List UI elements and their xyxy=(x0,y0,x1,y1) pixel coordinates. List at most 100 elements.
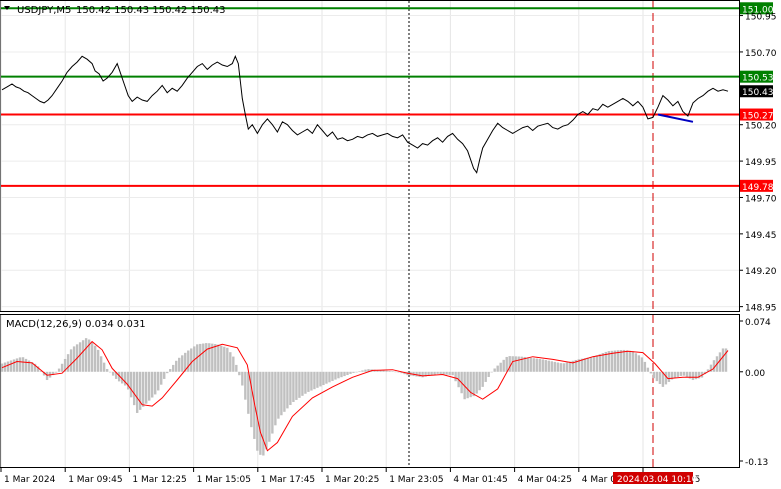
macd-histogram-bar xyxy=(172,364,175,372)
macd-panel-frame xyxy=(0,314,740,468)
macd-histogram-bar xyxy=(553,361,556,372)
macd-histogram-bar xyxy=(184,352,187,372)
macd-histogram-bar xyxy=(292,371,295,402)
macd-histogram-bar xyxy=(141,371,145,407)
x-tick-label: 1 Mar 23:05 xyxy=(389,475,443,485)
macd-histogram-bar xyxy=(430,371,433,376)
macd-histogram-bar xyxy=(313,371,316,390)
macd-histogram-bar xyxy=(196,344,199,372)
macd-histogram-bar xyxy=(6,361,10,372)
macd-histogram-bar xyxy=(202,343,205,372)
macd-histogram-bar xyxy=(21,357,25,372)
macd-histogram-bar xyxy=(559,363,562,372)
macd-histogram-bar xyxy=(15,358,19,372)
macd-histogram-bar xyxy=(418,371,421,377)
macd-histogram-bar xyxy=(496,365,499,372)
macd-histogram-bar xyxy=(220,345,223,372)
macd-histogram-bar xyxy=(568,361,571,372)
macd-histogram-bar xyxy=(616,350,620,372)
macd-histogram-bar xyxy=(3,362,7,372)
y-tick-label: 149.20 xyxy=(745,267,777,277)
macd-histogram-bar xyxy=(123,371,127,386)
macd-tick-label: 0.00 xyxy=(745,369,765,379)
macd-histogram-bar xyxy=(619,350,623,372)
macd-histogram-bar xyxy=(679,371,683,376)
macd-histogram-bar xyxy=(120,371,124,384)
macd-histogram-bar xyxy=(274,371,277,426)
macd-histogram-bar xyxy=(108,371,112,373)
macd-histogram-bar xyxy=(433,371,436,375)
macd-histogram-bar xyxy=(400,371,403,374)
macd-histogram-bar xyxy=(226,347,229,372)
macd-histogram-bar xyxy=(352,371,355,373)
macd-histogram-bar xyxy=(514,356,517,372)
macd-histogram-bar xyxy=(265,371,268,450)
macd-histogram-bar xyxy=(96,349,100,372)
macd-histogram-bar xyxy=(280,371,283,416)
y-tick-label: 150.20 xyxy=(745,122,777,132)
y-tick-label: 149.70 xyxy=(745,194,777,204)
macd-histogram-bar xyxy=(250,371,253,428)
macd-histogram-bar xyxy=(160,371,163,385)
macd-histogram-bar xyxy=(421,371,424,378)
x-tick-label: 1 Mar 12:25 xyxy=(132,475,186,485)
macd-histogram-bar xyxy=(505,356,508,372)
macd-histogram-bar xyxy=(586,357,590,372)
macd-histogram-bar xyxy=(166,371,169,374)
macd-histogram-bar xyxy=(319,371,322,387)
level-badge xyxy=(740,179,773,192)
macd-histogram-bar xyxy=(610,350,614,372)
macd-histogram-bar xyxy=(385,370,388,372)
macd-histogram-bar xyxy=(424,371,427,377)
macd-histogram-bar xyxy=(60,363,64,372)
macd-histogram-bar xyxy=(148,371,151,401)
macd-histogram-bar xyxy=(721,348,725,372)
macd-histogram-bar xyxy=(343,371,346,377)
macd-histogram-bar xyxy=(72,346,76,372)
macd-histogram-bar xyxy=(625,350,629,372)
macd-histogram-bar xyxy=(550,361,553,372)
macd-histogram-bar xyxy=(691,371,695,381)
macd-histogram-bar xyxy=(322,371,325,386)
level-badge xyxy=(740,2,773,15)
macd-histogram-bar xyxy=(30,362,34,372)
macd-histogram-bar xyxy=(132,371,136,406)
macd-histogram-bar xyxy=(697,371,701,379)
macd-histogram-bar xyxy=(63,358,67,372)
macd-histogram-bar xyxy=(144,371,148,404)
macd-histogram-bar xyxy=(304,371,307,394)
macd-histogram-bar xyxy=(78,342,82,372)
macd-histogram-bar xyxy=(490,371,493,373)
chevron-down-icon[interactable] xyxy=(4,6,10,10)
macd-histogram-bar xyxy=(685,371,689,378)
macd-histogram-bar xyxy=(712,360,716,372)
macd-histogram-bar xyxy=(175,360,178,372)
macd-histogram-bar xyxy=(289,371,292,405)
macd-histogram-bar xyxy=(454,371,457,382)
macd-histogram-bar xyxy=(688,371,692,379)
macd-histogram-bar xyxy=(439,371,442,375)
y-tick-label: 150.70 xyxy=(745,49,777,59)
macd-histogram-bar xyxy=(81,340,85,372)
macd-histogram-bar xyxy=(472,371,475,397)
macd-histogram-bar xyxy=(346,371,349,375)
level-badge xyxy=(740,108,773,121)
macd-histogram-bar xyxy=(129,371,133,398)
macd-histogram-bar xyxy=(529,357,532,372)
macd-histogram-bar xyxy=(208,343,211,372)
macd-histogram-bar xyxy=(664,371,668,385)
macd-histogram-bar xyxy=(481,371,484,387)
macd-histogram-bar xyxy=(256,371,259,451)
macd-histogram-bar xyxy=(349,371,352,374)
macd-histogram-bar xyxy=(724,348,728,372)
macd-histogram-bar xyxy=(295,371,298,400)
x-tick-label: 4 Mar 01:45 xyxy=(453,475,507,485)
macd-histogram-bar xyxy=(634,353,638,372)
macd-histogram-bar xyxy=(151,371,154,398)
macd-histogram-bar xyxy=(379,370,382,372)
macd-histogram-bar xyxy=(286,371,289,409)
macd-histogram-bar xyxy=(66,354,70,372)
macd-tick-label: -0.13 xyxy=(745,458,768,468)
macd-histogram-bar xyxy=(247,371,250,414)
x-tick-label: 1 Mar 2024 xyxy=(4,475,56,485)
